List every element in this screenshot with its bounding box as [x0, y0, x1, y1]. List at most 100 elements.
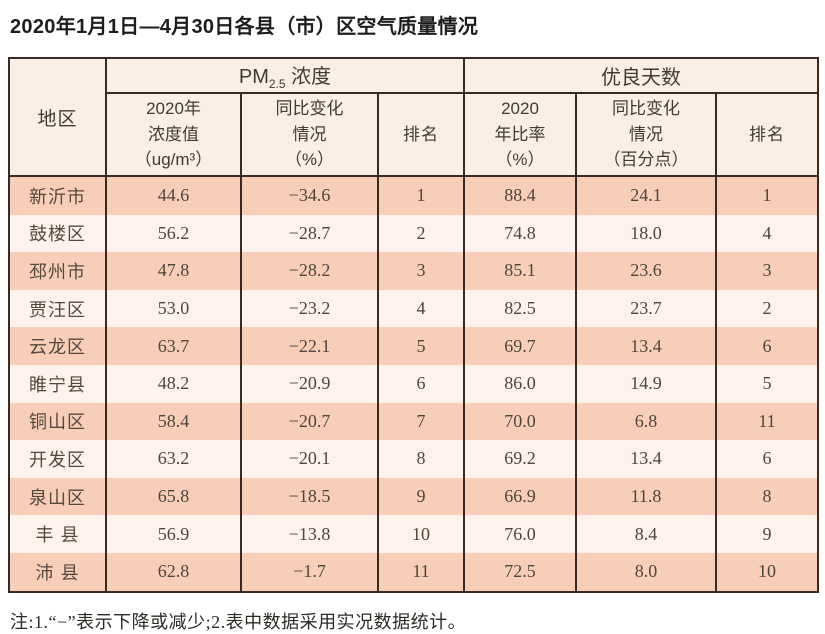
table-row: 新沂市 44.6 −34.6 1 88.4 24.1 1	[8, 176, 820, 215]
table-row: 铜山区 58.4 −20.7 7 70.0 6.8 11	[8, 402, 820, 441]
col-header-region: 地区	[8, 57, 107, 177]
region-cell: 开发区	[8, 440, 107, 478]
pm-label: PM	[238, 66, 269, 88]
ratio-rank-cell: 2	[714, 289, 820, 328]
page-title: 2020年1月1日—4月30日各县（市）区空气质量情况	[10, 16, 479, 38]
pm-rank-cell: 1	[377, 176, 465, 215]
region-cell: 泉山区	[8, 477, 107, 516]
ratio-cell: 88.4	[463, 176, 577, 215]
ratio-change-cell: 13.4	[575, 327, 717, 365]
pm-change-cell: −28.2	[240, 252, 379, 290]
pm-value-cell: 65.8	[105, 477, 242, 516]
ratio-cell: 66.9	[463, 477, 577, 516]
ratio-rank-cell: 6	[714, 327, 820, 365]
ratio-cell: 76.0	[463, 515, 577, 553]
ratio-change-cell: 11.8	[575, 477, 717, 516]
pm-change-cell: −1.7	[240, 552, 379, 592]
pm-value-cell: 48.2	[105, 364, 242, 403]
ratio-cell: 69.2	[463, 440, 577, 478]
ratio-rank-cell: 6	[714, 440, 820, 478]
region-cell: 铜山区	[8, 402, 107, 441]
pm-value-cell: 47.8	[105, 252, 242, 290]
pm-rank-cell: 4	[377, 289, 465, 328]
ratio-change-cell: 18.0	[575, 214, 717, 253]
table-row: 云龙区 63.7 −22.1 5 69.7 13.4 6	[8, 327, 820, 365]
pm-change-cell: −22.1	[240, 327, 379, 365]
pm-change-cell: −20.9	[240, 364, 379, 403]
pm-subscript: 2.5	[268, 77, 286, 91]
table-row: 贾汪区 53.0 −23.2 4 82.5 23.7 2	[8, 289, 820, 328]
pm-change-cell: −20.1	[240, 440, 379, 478]
ratio-cell: 74.8	[463, 214, 577, 253]
col-header-concentration: 2020年 浓度值 （ug/m³）	[105, 92, 242, 177]
pm-value-cell: 44.6	[105, 176, 242, 215]
table-row: 泉山区 65.8 −18.5 9 66.9 11.8 8	[8, 477, 820, 516]
pm-change-cell: −13.8	[240, 515, 379, 553]
region-cell: 沛 县	[8, 552, 107, 592]
table-header: 地区 PM2.5 浓度 优良天数 2020年 浓度值 （ug/m³） 同比变化 …	[8, 57, 820, 177]
region-cell: 新沂市	[8, 176, 107, 215]
ratio-change-cell: 14.9	[575, 364, 717, 403]
region-cell: 云龙区	[8, 327, 107, 365]
ratio-change-cell: 23.6	[575, 252, 717, 290]
pm-change-cell: −18.5	[240, 477, 379, 516]
pm-rank-cell: 10	[377, 515, 465, 553]
ratio-cell: 85.1	[463, 252, 577, 290]
region-cell: 邳州市	[8, 252, 107, 290]
pm-value-cell: 62.8	[105, 552, 242, 592]
col-group-pm25: PM2.5 浓度	[105, 57, 465, 94]
col-header-ratio-rank: 排名	[714, 92, 820, 177]
ratio-change-cell: 13.4	[575, 440, 717, 478]
ratio-rank-cell: 10	[714, 552, 820, 592]
pm-label-suffix: 浓度	[285, 66, 332, 88]
pm-value-cell: 63.2	[105, 440, 242, 478]
ratio-cell: 82.5	[463, 289, 577, 328]
ratio-rank-cell: 3	[714, 252, 820, 290]
header-group-row: 地区 PM2.5 浓度 优良天数	[8, 57, 820, 177]
table-row: 沛 县 62.8 −1.7 11 72.5 8.0 10	[8, 552, 820, 592]
ratio-rank-cell: 9	[714, 515, 820, 553]
region-cell: 贾汪区	[8, 289, 107, 328]
ratio-rank-cell: 8	[714, 477, 820, 516]
pm-rank-cell: 9	[377, 477, 465, 516]
pm-rank-cell: 2	[377, 214, 465, 253]
pm-rank-cell: 8	[377, 440, 465, 478]
header-sub-row: 2020年 浓度值 （ug/m³） 同比变化 情况 （%） 排名 2020 年比…	[9, 92, 820, 177]
ratio-rank-cell: 4	[714, 214, 820, 253]
table-row: 睢宁县 48.2 −20.9 6 86.0 14.9 5	[8, 364, 820, 403]
pm-change-cell: −34.6	[240, 176, 379, 215]
ratio-cell: 86.0	[463, 364, 577, 403]
table-row: 鼓楼区 56.2 −28.7 2 74.8 18.0 4	[8, 214, 820, 253]
ratio-change-cell: 24.1	[575, 176, 717, 215]
air-quality-table: 地区 PM2.5 浓度 优良天数 2020年 浓度值 （ug/m³） 同比变化 …	[8, 57, 820, 593]
ratio-change-cell: 23.7	[575, 289, 717, 328]
col-group-good-days: 优良天数	[462, 57, 820, 94]
pm-rank-cell: 11	[377, 552, 465, 592]
pm-rank-cell: 6	[377, 364, 465, 403]
col-header-ratio-change: 同比变化 情况 （百分点）	[575, 92, 717, 177]
region-cell: 鼓楼区	[8, 214, 107, 253]
table-body: 新沂市 44.6 −34.6 1 88.4 24.1 1 鼓楼区 56.2 −2…	[8, 176, 820, 592]
pm-value-cell: 53.0	[105, 289, 242, 328]
col-header-pm-change: 同比变化 情况 （%）	[240, 92, 379, 177]
pm-rank-cell: 5	[377, 327, 465, 365]
ratio-rank-cell: 1	[714, 176, 820, 215]
footnote: 注:1.“−”表示下降或减少;2.表中数据采用实况数据统计。	[10, 611, 467, 632]
table-row: 丰 县 56.9 −13.8 10 76.0 8.4 9	[8, 515, 820, 553]
pm-value-cell: 58.4	[105, 402, 242, 441]
pm-value-cell: 63.7	[105, 327, 242, 365]
ratio-change-cell: 8.0	[575, 552, 717, 592]
table-row: 开发区 63.2 −20.1 8 69.2 13.4 6	[8, 440, 820, 478]
pm-value-cell: 56.2	[105, 214, 242, 253]
pm-change-cell: −23.2	[240, 289, 379, 328]
table-row: 邳州市 47.8 −28.2 3 85.1 23.6 3	[8, 252, 820, 290]
region-cell: 睢宁县	[8, 364, 107, 403]
ratio-rank-cell: 11	[714, 402, 820, 441]
region-cell: 丰 县	[8, 515, 107, 553]
pm-rank-cell: 3	[377, 252, 465, 290]
ratio-cell: 72.5	[463, 552, 577, 592]
col-header-ratio: 2020 年比率 （%）	[463, 92, 577, 177]
ratio-cell: 70.0	[463, 402, 577, 441]
pm-rank-cell: 7	[377, 402, 465, 441]
